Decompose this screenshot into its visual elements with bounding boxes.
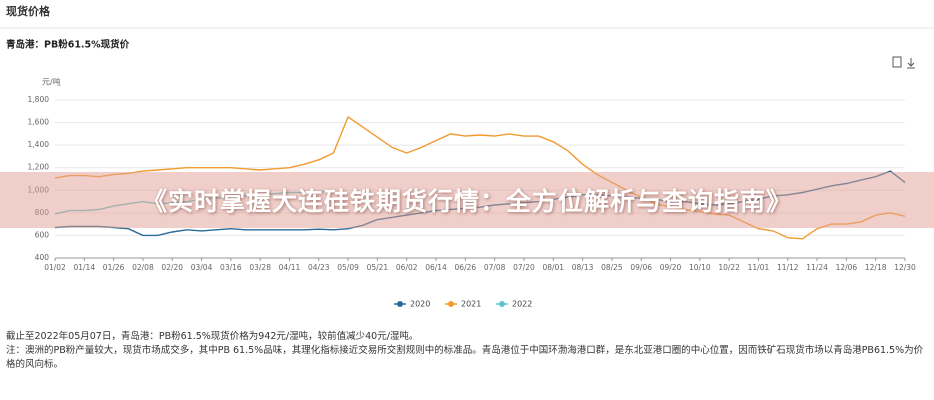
x-tick-label: 02/08 [132,263,154,272]
notes: 截止至2022年05月07日，青岛港：PB粉61.5%现货价格为942元/湿吨，… [6,330,930,372]
legend: 2020 2021 2022 [394,300,532,309]
legend-marker [499,301,505,307]
x-tick-label: 01/02 [44,263,66,272]
x-tick-label: 01/26 [103,263,125,272]
legend-label: 2021 [461,300,481,309]
x-tick-label: 09/20 [660,263,682,272]
x-tick-label: 06/02 [396,263,418,272]
x-tick-label: 05/09 [337,263,359,272]
x-tick-label: 08/13 [572,263,594,272]
x-tick-label: 04/11 [279,263,301,272]
x-tick-label: 03/04 [191,263,213,272]
x-tick-label: 03/16 [220,263,242,272]
x-tick-label: 05/21 [367,263,389,272]
download-icon[interactable] [907,58,915,69]
banner: 《实时掌握大连硅铁期货行情：全方位解析与查询指南》 [0,172,934,228]
legend-marker [397,301,403,307]
x-tick-label: 07/08 [484,263,506,272]
copy-icon[interactable] [892,56,902,68]
page-title: 现货价格 [6,4,51,18]
note: 截止至2022年05月07日，青岛港：PB粉61.5%现货价格为942元/湿吨，… [6,331,419,342]
x-tick-label: 06/26 [455,263,477,272]
x-tick-label: 01/14 [73,263,95,272]
y-tick-label: 1,600 [28,118,50,127]
x-tick-label: 10/10 [689,263,711,272]
legend-marker [448,301,454,307]
toolbar[interactable] [892,56,915,69]
y-axis-label: 元/吨 [42,77,61,87]
x-tick-label: 06/14 [425,263,447,272]
x-tick-label: 11/12 [777,263,799,272]
y-tick-label: 400 [35,253,50,262]
y-tick-label: 600 [35,230,50,239]
chart-title: 青岛港：PB粉61.5%现货价 [6,39,130,51]
x-tick-label: 09/06 [630,263,652,272]
x-tick-label: 08/01 [542,263,564,272]
x-tick-label: 07/20 [513,263,535,272]
x-tick-label: 11/01 [748,263,770,272]
x-tick-label: 08/25 [601,263,623,272]
x-tick-label: 10/22 [718,263,740,272]
x-tick-label: 02/20 [161,263,183,272]
x-tick-label: 12/06 [836,263,858,272]
y-tick-label: 1,400 [28,140,50,149]
note: 注：澳洲的PB粉产量较大，现货市场成交多，其中PB 61.5%品味，其理化指标接… [6,345,924,370]
x-tick-label: 12/30 [894,263,916,272]
x-tick-label: 11/24 [806,263,828,272]
x-tick-label: 04/23 [308,263,330,272]
y-tick-label: 1,200 [28,163,50,172]
x-tick-label: 03/28 [249,263,271,272]
banner-text: 《实时掌握大连硅铁期货行情：全方位解析与查询指南》 [141,187,792,216]
y-tick-label: 1,800 [28,95,50,104]
line-series [54,115,906,240]
x-tick-label: 12/18 [865,263,887,272]
legend-label: 2020 [410,300,430,309]
chart: 现货价格 青岛港：PB粉61.5%现货价 元/吨 4006008001,0001… [0,4,934,309]
legend-label: 2022 [512,300,532,309]
